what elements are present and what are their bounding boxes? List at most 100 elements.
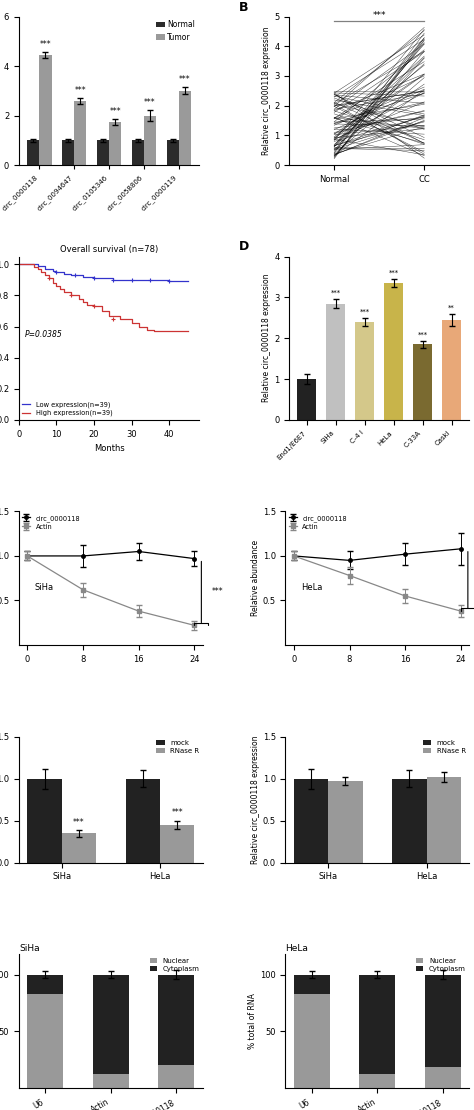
Text: ***: ***	[212, 587, 223, 596]
Bar	[93, 975, 129, 1074]
High expression(n=39)	[80, 295, 86, 309]
Bar	[158, 1066, 194, 1088]
Bar	[126, 778, 160, 862]
Text: ***: ***	[144, 98, 156, 108]
Low expression(n=39)	[42, 262, 48, 275]
Bar	[27, 778, 62, 862]
High expression(n=39)	[106, 309, 112, 322]
High expression(n=39)	[42, 269, 48, 282]
Bar	[62, 834, 96, 862]
High expression(n=39)	[185, 324, 191, 337]
Legend: circ_0000118, Actin: circ_0000118, Actin	[22, 515, 80, 529]
Title: Overall survival (n=78): Overall survival (n=78)	[60, 245, 158, 254]
Text: ***: ***	[74, 85, 86, 94]
Text: SiHa: SiHa	[34, 583, 54, 592]
High expression(n=39)	[166, 324, 172, 337]
Bar	[425, 1068, 461, 1088]
High expression(n=39)	[57, 283, 63, 296]
Bar	[356, 322, 374, 420]
Y-axis label: Relative abundance: Relative abundance	[251, 541, 260, 616]
Bar	[328, 781, 363, 862]
Text: D: D	[239, 240, 249, 253]
Line: Low expression(n=39): Low expression(n=39)	[19, 264, 188, 282]
Bar	[442, 320, 461, 420]
Y-axis label: Relative circRNA expression: Relative circRNA expression	[0, 38, 1, 144]
Bar	[160, 825, 194, 862]
Low expression(n=39)	[61, 268, 67, 281]
Text: ***: ***	[373, 11, 386, 20]
Low expression(n=39)	[128, 273, 135, 286]
Low expression(n=39)	[35, 260, 41, 273]
High expression(n=39)	[35, 262, 41, 275]
Line: High expression(n=39): High expression(n=39)	[19, 264, 188, 331]
High expression(n=39)	[83, 299, 89, 312]
Bar	[132, 140, 144, 165]
Bar	[294, 975, 330, 993]
High expression(n=39)	[69, 289, 74, 302]
Bar	[297, 379, 316, 420]
Low expression(n=39)	[80, 270, 86, 283]
Bar	[294, 778, 328, 862]
High expression(n=39)	[54, 280, 59, 293]
High expression(n=39)	[24, 258, 29, 271]
Low expression(n=39)	[16, 258, 22, 271]
Legend: Low expression(n=39), High expression(n=39): Low expression(n=39), High expression(n=…	[22, 402, 112, 416]
Text: **: **	[448, 304, 455, 311]
Low expression(n=39)	[185, 275, 191, 289]
Bar	[359, 975, 395, 1074]
Bar	[179, 91, 191, 165]
Low expression(n=39)	[166, 275, 172, 289]
Low expression(n=39)	[91, 272, 97, 285]
Text: ***: ***	[360, 309, 370, 314]
High expression(n=39)	[91, 300, 97, 313]
Text: B: B	[239, 1, 248, 13]
Legend: Normal, Tumor: Normal, Tumor	[156, 20, 195, 41]
Y-axis label: % total of RNA: % total of RNA	[248, 993, 257, 1049]
Bar	[27, 975, 64, 993]
Bar	[384, 283, 403, 420]
Text: SiHa: SiHa	[19, 945, 40, 953]
Y-axis label: Relative circ_0000118 expression: Relative circ_0000118 expression	[251, 735, 260, 864]
High expression(n=39)	[50, 276, 55, 290]
High expression(n=39)	[31, 261, 37, 274]
High expression(n=39)	[61, 285, 67, 299]
Legend: Nuclear, Cytoplasm: Nuclear, Cytoplasm	[417, 958, 466, 972]
Bar	[93, 1074, 129, 1088]
Low expression(n=39)	[50, 264, 55, 278]
Bar	[166, 140, 179, 165]
Bar	[39, 56, 52, 165]
High expression(n=39)	[76, 292, 82, 305]
Text: ***: ***	[418, 332, 428, 337]
High expression(n=39)	[151, 324, 157, 337]
High expression(n=39)	[99, 304, 104, 317]
Bar	[392, 778, 427, 862]
Legend: Nuclear, Cytoplasm: Nuclear, Cytoplasm	[150, 958, 199, 972]
Bar	[326, 303, 345, 420]
Bar	[109, 122, 121, 165]
Text: ***: ***	[40, 40, 51, 49]
X-axis label: Months: Months	[94, 444, 124, 453]
Bar	[413, 344, 432, 420]
Text: ***: ***	[73, 818, 85, 827]
Low expression(n=39)	[147, 273, 153, 286]
High expression(n=39)	[128, 316, 135, 330]
Bar	[427, 777, 461, 862]
Text: ***: ***	[179, 75, 191, 84]
Text: P=0.0385: P=0.0385	[25, 331, 63, 340]
Y-axis label: Relative circ_0000118 expression: Relative circ_0000118 expression	[262, 274, 271, 403]
Legend: circ_0000118, Actin: circ_0000118, Actin	[289, 515, 347, 529]
Low expression(n=39)	[69, 269, 74, 282]
Low expression(n=39)	[110, 273, 116, 286]
Legend: mock, RNase R: mock, RNase R	[423, 740, 466, 754]
Y-axis label: Relative circ_0000118 expression: Relative circ_0000118 expression	[262, 27, 271, 155]
Low expression(n=39)	[99, 272, 104, 285]
High expression(n=39)	[118, 312, 123, 325]
Text: ***: ***	[331, 290, 341, 296]
High expression(n=39)	[46, 272, 52, 285]
Bar	[158, 975, 194, 1066]
High expression(n=39)	[38, 265, 44, 279]
Bar	[294, 993, 330, 1088]
Bar	[97, 140, 109, 165]
High expression(n=39)	[16, 258, 22, 271]
Text: ***: ***	[172, 808, 183, 817]
